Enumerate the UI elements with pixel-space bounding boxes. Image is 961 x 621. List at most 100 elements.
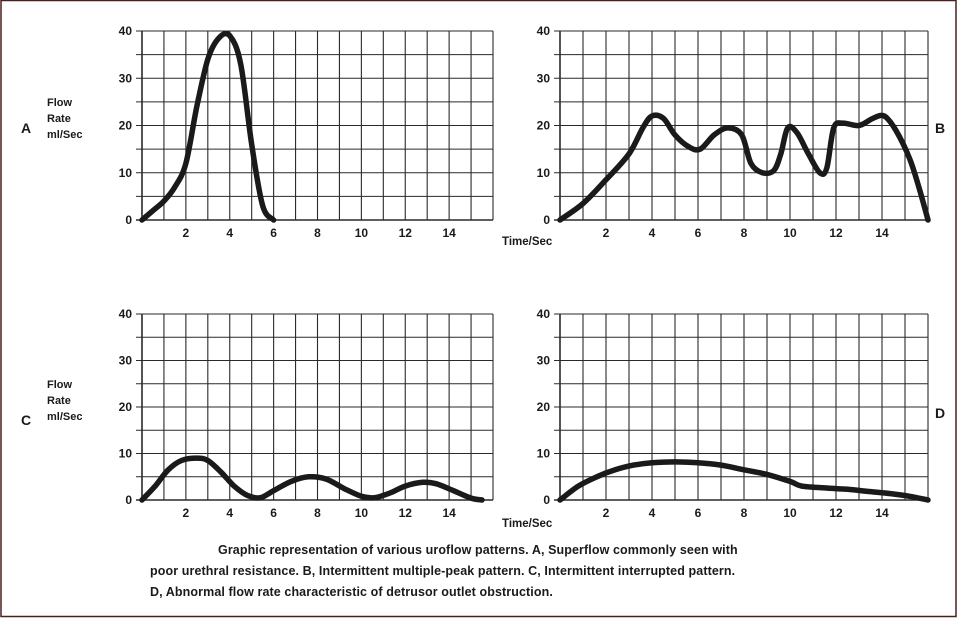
panel-c-xtick-label: 10 — [355, 506, 369, 520]
panel-c-data-point — [290, 480, 292, 482]
figure-caption: Graphic representation of various uroflo… — [150, 540, 910, 603]
panel-d-xtick-label: 4 — [649, 506, 656, 520]
panel-d-data-point — [789, 480, 791, 482]
panel-b-letter: B — [935, 120, 945, 136]
panel-b-data-point — [628, 153, 630, 155]
panel-c-data-point — [404, 485, 406, 487]
panel-a-data-point — [272, 219, 274, 221]
panel-d-data-point — [800, 485, 802, 487]
panel-d-data-point — [743, 469, 745, 471]
panel-b-xtick-label: 4 — [649, 226, 656, 240]
panel-c-xtick-label: 6 — [270, 506, 277, 520]
panel-b-data-point — [642, 127, 644, 129]
panel-d-xtick-label: 10 — [783, 506, 797, 520]
panel-a-data-point — [218, 37, 220, 39]
panel-a-xlabel: Time/Sec — [502, 236, 553, 248]
panel-b-data-point — [787, 127, 789, 129]
panel-a-xtick-label: 14 — [442, 226, 456, 240]
panel-a-letter: A — [21, 120, 31, 136]
panel-c-data-point — [233, 485, 235, 487]
panel-c-data-point — [220, 471, 222, 473]
panel-d-xtick-label: 6 — [695, 506, 702, 520]
panel-d-flow-curve — [557, 459, 931, 503]
panel-a-data-point — [152, 209, 154, 211]
panel-d-data-point — [823, 487, 825, 489]
panel-a-xtick-label: 4 — [226, 226, 233, 240]
panel-c-data-point — [246, 494, 248, 496]
panel-c-xlabel: Time/Sec — [502, 518, 553, 530]
panel-c-data-point — [154, 485, 156, 487]
caption-line-3: D, Abnormal flow rate characteristic of … — [150, 585, 553, 599]
panel-a-ylabel-line: ml/Sec — [47, 129, 82, 141]
panel-b-data-point — [605, 179, 607, 181]
panel-a-xtick-label: 2 — [183, 226, 190, 240]
panel-d-ytick-label: 20 — [537, 400, 551, 414]
panel-a-data-point — [240, 63, 242, 65]
panel-c-data-point — [180, 459, 182, 461]
panel-c-xtick-label: 2 — [183, 506, 190, 520]
panel-b-data-point — [713, 134, 715, 136]
panel-a-flow-curve — [139, 30, 277, 223]
panel-a-data-point — [207, 58, 209, 60]
panel-a-data-point — [261, 205, 263, 207]
panel-b-ytick-label: 40 — [537, 24, 551, 38]
panel-c-xtick-label: 8 — [314, 506, 321, 520]
panel-b-data-point — [908, 157, 910, 159]
panel-b-xtick-label: 2 — [603, 226, 610, 240]
panel-c-data-point — [259, 496, 261, 498]
panel-a-data-point — [229, 35, 231, 37]
panel-d-data-point — [892, 493, 894, 495]
panel-d-data-point — [674, 461, 676, 463]
panel-b-data-point — [582, 202, 584, 204]
panel-b-data-point — [918, 186, 920, 188]
panel-c-data-point — [343, 487, 345, 489]
panel-d-ytick-label: 40 — [537, 307, 551, 321]
panel-d-data-point — [911, 496, 913, 498]
panel-c-data-point — [196, 457, 198, 459]
panel-c-data-point — [272, 490, 274, 492]
panel-b-data-point — [699, 148, 701, 150]
panel-b-data-point — [819, 172, 821, 174]
panel-b-flow-curve — [557, 112, 931, 223]
panel-d-data-point — [614, 469, 616, 471]
panel-b-data-point — [872, 117, 874, 119]
panel-c-ytick-label: 40 — [119, 307, 133, 321]
panel-c-flow-curve — [139, 455, 485, 503]
panel-c-xtick-label: 12 — [399, 506, 413, 520]
panel-d-data-point — [632, 464, 634, 466]
panel-d-data-point — [577, 485, 579, 487]
panel-c-data-point — [308, 476, 310, 478]
panel-a-ytick-label: 20 — [119, 119, 133, 133]
panel-d-data-point — [651, 462, 653, 464]
panel-b-data-point — [895, 129, 897, 131]
panel-b-ytick-label: 10 — [537, 166, 551, 180]
panel-d-xtick-label: 8 — [741, 506, 748, 520]
panel-b-data-point — [858, 124, 860, 126]
panel-b-data-point — [559, 219, 561, 221]
panel-b-data-point — [741, 134, 743, 136]
panel-a-data-point — [163, 200, 165, 202]
panel-c-data-point — [389, 492, 391, 494]
panel-a-ytick-label: 40 — [119, 24, 133, 38]
panel-c-letter: C — [21, 412, 31, 428]
panel-a-ylabel-line: Rate — [47, 113, 71, 125]
panel-b-data-point — [833, 127, 835, 129]
caption-line-1: Graphic representation of various uroflo… — [218, 543, 738, 557]
panel-b-data-point — [727, 127, 729, 129]
panel-a-data-point — [185, 162, 187, 164]
panel-d-data-point — [559, 499, 561, 501]
panel-b-data-point — [651, 115, 653, 117]
panel-c-data-point — [167, 469, 169, 471]
panel-a-ytick-label: 0 — [125, 213, 132, 227]
panel-c-data-point — [325, 478, 327, 480]
panel-b-ytick-label: 20 — [537, 119, 551, 133]
panel-d-xtick-label: 2 — [603, 506, 610, 520]
panel-c-data-point — [141, 499, 143, 501]
panel-b-data-point — [773, 169, 775, 171]
panel-a-xtick-label: 8 — [314, 226, 321, 240]
panel-a-xtick-label: 6 — [270, 226, 277, 240]
panel-a-data-point — [174, 186, 176, 188]
panel-d-data-point — [869, 490, 871, 492]
